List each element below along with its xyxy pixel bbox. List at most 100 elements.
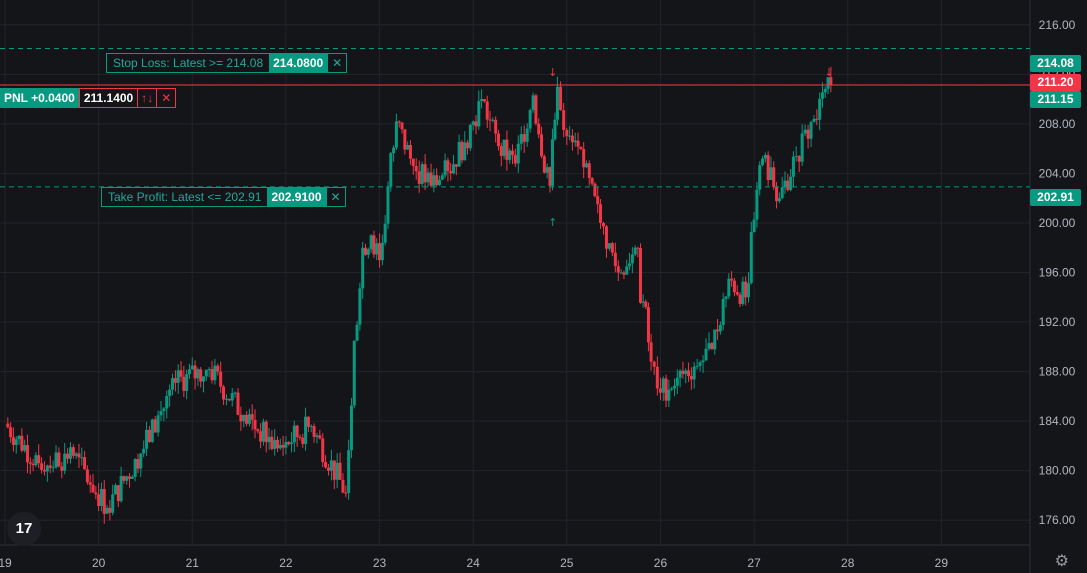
- x-tick-label: 27: [747, 556, 761, 570]
- candle-body: [153, 419, 157, 433]
- candle-body: [261, 421, 265, 442]
- candle-body: [633, 247, 637, 255]
- candle-body: [555, 86, 559, 120]
- stop-loss-order-label[interactable]: Stop Loss: Latest >= 214.08 214.0800 ✕: [106, 53, 348, 73]
- sell-arrow-icon: ↓: [548, 66, 557, 79]
- x-tick-label: 21: [186, 556, 200, 570]
- candle-body: [443, 160, 447, 176]
- candle-body: [763, 154, 767, 159]
- candle-body: [641, 301, 645, 303]
- candle-body: [125, 476, 129, 481]
- candle-body: [579, 146, 583, 150]
- candle-body: [6, 423, 10, 428]
- candle-body: [815, 118, 819, 120]
- candle-body: [735, 292, 739, 295]
- candle-body: [20, 435, 24, 451]
- y-tick-label: 196.00: [1039, 266, 1076, 280]
- candle-body: [466, 142, 470, 149]
- candle-body: [707, 343, 711, 349]
- x-tick-label: 20: [92, 556, 106, 570]
- candle-body: [655, 366, 659, 389]
- candle-body: [791, 156, 795, 177]
- take-profit-axis-tag: 202.91: [1030, 189, 1081, 206]
- reverse-position-icon[interactable]: ↑↓: [138, 88, 158, 108]
- take-profit-close-icon[interactable]: ✕: [325, 188, 345, 206]
- candle-body: [133, 459, 137, 477]
- candle-body: [797, 156, 801, 162]
- candle-body: [513, 155, 517, 164]
- tradingview-logo[interactable]: 17: [7, 512, 41, 546]
- settings-gear-icon[interactable]: ⚙: [1054, 553, 1069, 570]
- candle-body: [185, 374, 189, 391]
- y-tick-label: 180.00: [1039, 464, 1076, 478]
- y-tick-label: 208.00: [1039, 117, 1076, 131]
- candle-body: [449, 170, 453, 174]
- candle-body: [318, 435, 322, 439]
- candle-body: [678, 370, 682, 378]
- candle-body: [190, 365, 194, 370]
- candle-body: [242, 414, 246, 422]
- candle-body: [99, 489, 103, 507]
- buy-arrow-icon: ↑: [548, 216, 557, 229]
- candle-body: [227, 398, 231, 401]
- candle-body: [17, 435, 21, 440]
- last-price-axis-tag: 211.15: [1030, 91, 1081, 108]
- candle-body: [488, 119, 492, 121]
- candle-body: [568, 135, 572, 137]
- candle-body: [68, 447, 72, 459]
- candle-body: [432, 175, 436, 186]
- candle-body: [193, 365, 197, 379]
- candle-body: [661, 378, 665, 393]
- candle-body: [378, 243, 382, 261]
- candle-body: [519, 134, 523, 144]
- position-label[interactable]: PNL +0.0400 211.1400 ↑↓ ✕: [0, 88, 177, 108]
- candle-body: [783, 180, 787, 188]
- pnl-value: PNL +0.0400: [0, 88, 79, 108]
- close-position-icon[interactable]: ✕: [157, 88, 177, 108]
- candle-body: [573, 140, 577, 143]
- x-tick-label: 25: [560, 556, 574, 570]
- take-profit-order-label[interactable]: Take Profit: Latest <= 202.91 202.9100 ✕: [101, 187, 346, 207]
- candle-body: [545, 167, 549, 173]
- candle-body: [508, 150, 512, 160]
- candle-body: [664, 378, 668, 401]
- candle-body: [281, 444, 285, 448]
- candle-body: [130, 476, 134, 479]
- candle-body: [426, 172, 430, 183]
- stop-loss-close-icon[interactable]: ✕: [327, 54, 347, 72]
- candle-body: [45, 465, 49, 472]
- candle-body: [638, 247, 642, 303]
- candle-body: [187, 369, 191, 375]
- candle-body: [358, 288, 362, 325]
- y-tick-label: 204.00: [1039, 166, 1076, 180]
- candle-body: [727, 278, 731, 297]
- candle-body: [769, 167, 773, 181]
- candle-body: [675, 377, 679, 386]
- candle-body: [270, 436, 274, 449]
- x-tick-label: 26: [654, 556, 668, 570]
- candle-body: [724, 296, 728, 299]
- candle-body: [417, 171, 421, 184]
- candle-body: [168, 389, 172, 396]
- candle-body: [142, 448, 146, 454]
- candle-body: [652, 361, 656, 367]
- candle-body: [97, 494, 101, 507]
- candle-body: [630, 254, 634, 264]
- candle-body: [636, 247, 640, 249]
- candle-body: [429, 172, 433, 186]
- candle-body: [525, 128, 529, 142]
- candle-body: [716, 329, 720, 332]
- candle-body: [713, 329, 717, 350]
- candle-body: [48, 465, 52, 468]
- candle-body: [80, 457, 84, 459]
- candle-body: [681, 370, 685, 374]
- candle-body: [171, 378, 175, 390]
- candle-body: [312, 426, 316, 437]
- position-axis-tag: 211.20: [1030, 74, 1081, 91]
- candle-body: [247, 414, 251, 424]
- candle-body: [806, 129, 810, 139]
- candle-body: [695, 365, 699, 367]
- candle-body: [687, 370, 691, 377]
- candle-body: [224, 398, 228, 400]
